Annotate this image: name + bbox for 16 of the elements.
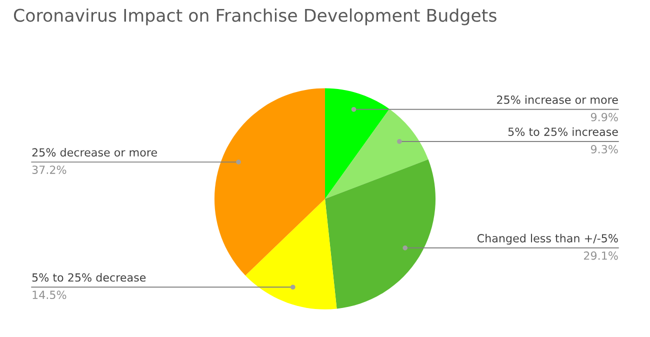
data-label: 14.5% bbox=[32, 290, 66, 300]
slice-label: 25% increase or more bbox=[497, 95, 618, 104]
data-label: 29.1% bbox=[584, 251, 618, 260]
pie-slice bbox=[245, 198, 337, 310]
slice-label: Changed less than +/-5% bbox=[477, 234, 618, 245]
data-label: 9.3% bbox=[590, 144, 618, 154]
slice-label: 25% decrease or more bbox=[32, 148, 157, 157]
pie-slice bbox=[325, 109, 428, 199]
slice-label: 5% to 25% increase bbox=[508, 127, 618, 136]
chart-title: Coronavirus Impact on Franchise Development Budgets bbox=[14, 8, 496, 26]
data-label: 9.9% bbox=[590, 112, 618, 122]
pie-slice bbox=[325, 88, 390, 199]
pie-slice bbox=[325, 159, 436, 309]
data-label: 37.2% bbox=[32, 166, 66, 174]
pie-slice bbox=[214, 88, 325, 276]
slice-label: 5% to 25% decrease bbox=[32, 273, 146, 282]
